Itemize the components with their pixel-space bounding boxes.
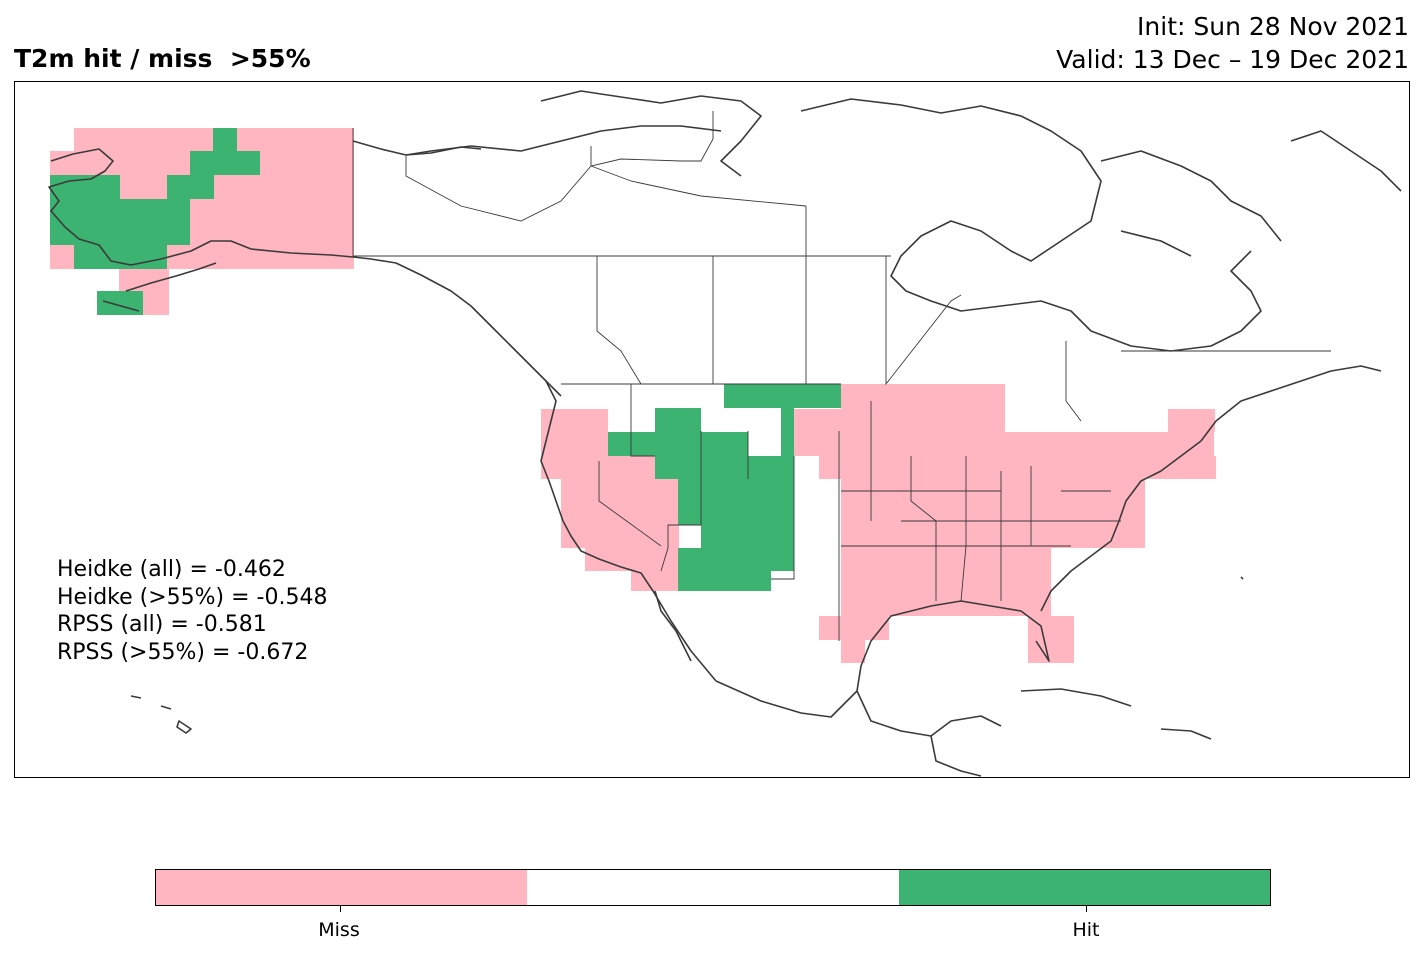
rpss-55: RPSS (>55%) = -0.672 [57, 639, 309, 665]
colorbar-tick-miss [340, 906, 341, 912]
colorbar-neutral [527, 870, 899, 905]
coastlines [48, 90, 1402, 777]
conus-miss-cells [541, 384, 1216, 663]
valid-date: Valid: 13 Dec – 19 Dec 2021 [1056, 45, 1409, 74]
conus-hit-cells [608, 384, 841, 591]
map-svg [48, 90, 1402, 777]
borders [352, 111, 1331, 641]
alaska-cells [50, 128, 354, 315]
heidke-55: Heidke (>55%) = -0.548 [57, 584, 328, 610]
init-date: Init: Sun 28 Nov 2021 [1137, 12, 1409, 41]
legend-hit-label: Hit [1072, 919, 1100, 941]
colorbar-miss [156, 870, 528, 905]
legend-colorbar [155, 869, 1271, 906]
forecast-map [14, 81, 1410, 778]
heidke-all: Heidke (all) = -0.462 [57, 557, 286, 582]
rpss-all: RPSS (all) = -0.581 [57, 612, 267, 637]
legend-miss-label: Miss [318, 919, 360, 941]
date-info: Init: Sun 28 Nov 2021 Valid: 13 Dec – 19… [1056, 10, 1409, 76]
skill-scores: Heidke (all) = -0.462 Heidke (>55%) = -0… [57, 556, 327, 666]
colorbar-tick-hit [1086, 906, 1087, 912]
map-title: T2m hit / miss >55% [14, 44, 311, 73]
colorbar-hit [898, 870, 1270, 905]
conus-white-cells [748, 432, 841, 525]
